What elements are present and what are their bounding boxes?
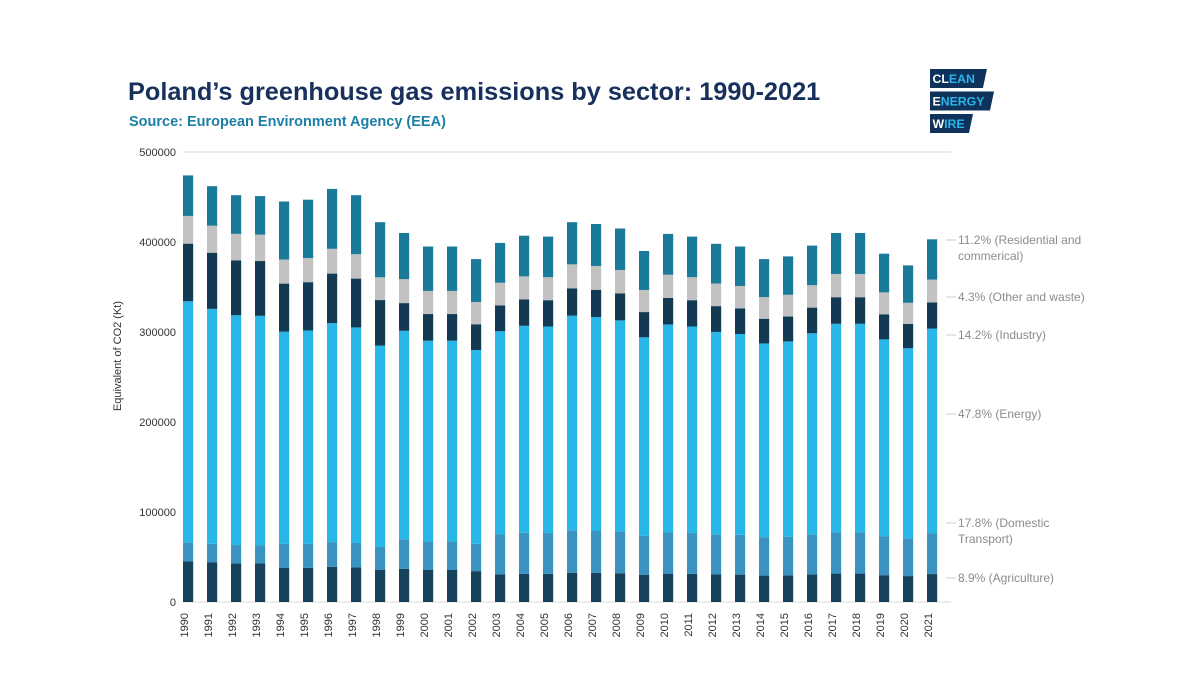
svg-text:2001: 2001 bbox=[443, 613, 455, 637]
svg-text:2006: 2006 bbox=[563, 613, 575, 637]
svg-text:1994: 1994 bbox=[275, 613, 287, 637]
svg-text:4.3% (Other and waste): 4.3% (Other and waste) bbox=[958, 290, 1085, 304]
svg-text:11.2% (Residential and: 11.2% (Residential and bbox=[958, 233, 1081, 247]
svg-text:500000: 500000 bbox=[139, 147, 176, 159]
svg-text:2014: 2014 bbox=[755, 613, 767, 637]
svg-text:1990: 1990 bbox=[179, 613, 191, 637]
svg-text:2019: 2019 bbox=[875, 613, 887, 637]
svg-text:2011: 2011 bbox=[683, 613, 695, 637]
svg-text:2013: 2013 bbox=[731, 613, 743, 637]
svg-text:1991: 1991 bbox=[203, 613, 215, 637]
svg-text:2004: 2004 bbox=[515, 613, 527, 637]
svg-text:1997: 1997 bbox=[347, 613, 359, 637]
svg-text:WIRE: WIRE bbox=[933, 117, 965, 131]
svg-text:2021: 2021 bbox=[923, 613, 935, 637]
svg-text:2016: 2016 bbox=[803, 613, 815, 637]
svg-text:2007: 2007 bbox=[587, 613, 599, 637]
svg-text:8.9% (Agriculture): 8.9% (Agriculture) bbox=[958, 571, 1054, 585]
svg-text:2012: 2012 bbox=[707, 613, 719, 637]
svg-text:200000: 200000 bbox=[139, 417, 176, 429]
svg-text:100000: 100000 bbox=[139, 507, 176, 519]
svg-text:1993: 1993 bbox=[251, 613, 263, 637]
svg-text:ENERGY: ENERGY bbox=[933, 94, 985, 108]
svg-text:commerical): commerical) bbox=[958, 249, 1023, 263]
svg-text:2018: 2018 bbox=[851, 613, 863, 637]
svg-text:2010: 2010 bbox=[659, 613, 671, 637]
svg-text:2000: 2000 bbox=[419, 613, 431, 637]
svg-text:400000: 400000 bbox=[139, 237, 176, 249]
svg-text:2002: 2002 bbox=[467, 613, 479, 637]
svg-text:17.8% (Domestic: 17.8% (Domestic bbox=[958, 516, 1049, 530]
svg-text:47.8% (Energy): 47.8% (Energy) bbox=[958, 407, 1041, 421]
svg-text:2005: 2005 bbox=[539, 613, 551, 637]
svg-text:1995: 1995 bbox=[299, 613, 311, 637]
svg-text:Equivalent of CO2 (Kt): Equivalent of CO2 (Kt) bbox=[112, 301, 124, 411]
svg-text:1996: 1996 bbox=[323, 613, 335, 637]
svg-text:2017: 2017 bbox=[827, 613, 839, 637]
svg-text:2008: 2008 bbox=[611, 613, 623, 637]
svg-text:1998: 1998 bbox=[371, 613, 383, 637]
svg-text:1999: 1999 bbox=[395, 613, 407, 637]
svg-text:14.2% (Industry): 14.2% (Industry) bbox=[958, 328, 1046, 342]
svg-text:Transport): Transport) bbox=[958, 532, 1013, 546]
svg-text:2003: 2003 bbox=[491, 613, 503, 637]
svg-text:2015: 2015 bbox=[779, 613, 791, 637]
svg-text:0: 0 bbox=[170, 597, 176, 609]
svg-text:2020: 2020 bbox=[899, 613, 911, 637]
svg-text:CLEAN: CLEAN bbox=[933, 72, 975, 86]
svg-text:2009: 2009 bbox=[635, 613, 647, 637]
svg-text:300000: 300000 bbox=[139, 327, 176, 339]
svg-text:1992: 1992 bbox=[227, 613, 239, 637]
